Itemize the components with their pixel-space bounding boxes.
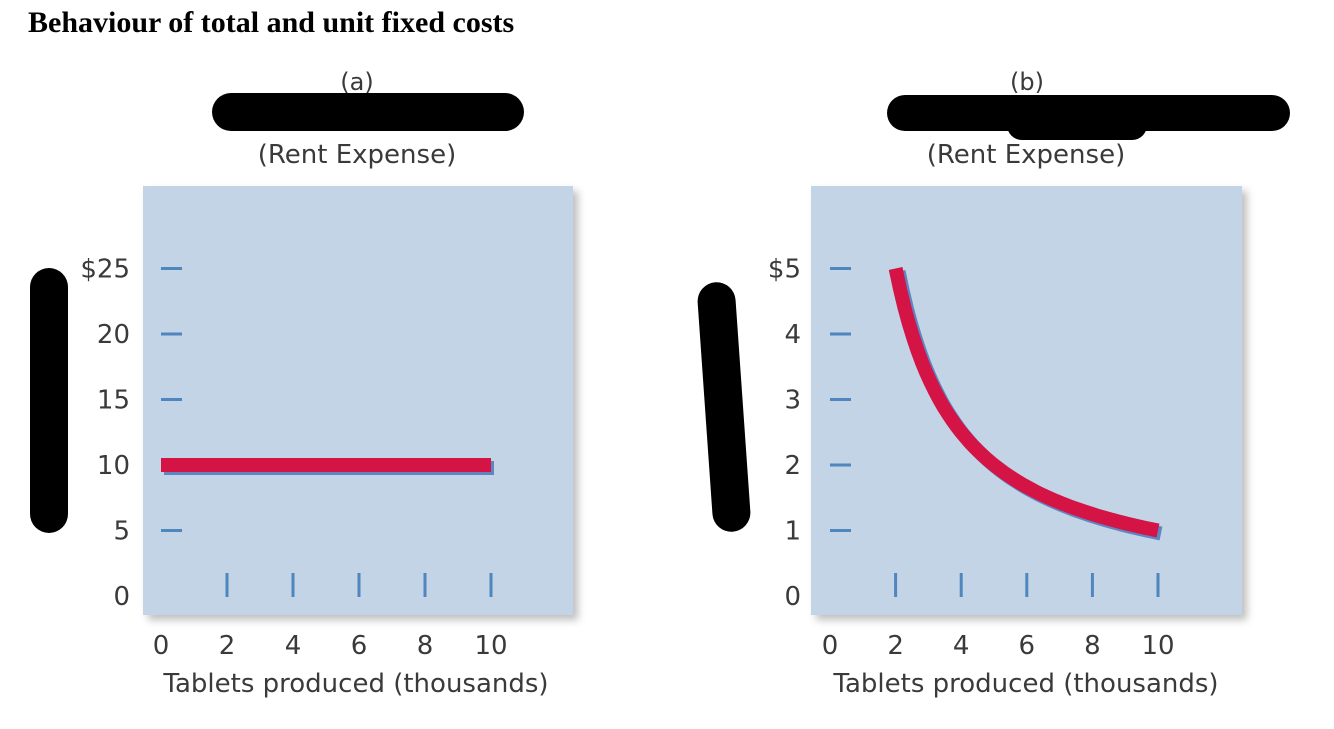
x-tick-label: 2 — [887, 631, 904, 661]
redaction-mark — [212, 93, 524, 131]
y-tick-label: $5 — [768, 255, 801, 285]
y-tick-label: 3 — [784, 386, 801, 416]
x-tick-label: 8 — [417, 631, 434, 661]
y-tick-label: 5 — [113, 517, 130, 547]
chart-subtitle: (Rent Expense) — [258, 140, 456, 170]
chart-subtitle: (Rent Expense) — [927, 140, 1125, 170]
x-tick-label: 4 — [953, 631, 970, 661]
page-title: Behaviour of total and unit fixed costs — [28, 6, 515, 39]
x-tick-label: 0 — [822, 631, 839, 661]
chart-a: (a) (Rent Expense) $25 20 15 10 5 0 0 2 4 6 8 10 T… — [30, 68, 573, 699]
y-tick-label: 2 — [784, 451, 801, 481]
y-tick-label: 0 — [784, 582, 801, 612]
x-axis-label: Tablets produced (thousands) — [162, 669, 548, 699]
panel-label: (a) — [340, 68, 373, 96]
x-axis-label: Tablets produced (thousands) — [832, 669, 1218, 699]
y-tick-label: 15 — [97, 386, 130, 416]
plot-area — [811, 186, 1242, 615]
x-tick-label: 6 — [351, 631, 368, 661]
x-tick-label: 10 — [474, 631, 507, 661]
y-tick-label: 10 — [97, 451, 130, 481]
series-line — [888, 267, 1160, 538]
y-tick-label: $25 — [80, 255, 130, 285]
x-tick-label: 4 — [285, 631, 302, 661]
x-tick-label: 2 — [219, 631, 236, 661]
x-tick-label: 8 — [1084, 631, 1101, 661]
y-tick-label: 0 — [113, 582, 130, 612]
x-tick-label: 0 — [153, 631, 170, 661]
y-tick-label: 1 — [784, 517, 801, 547]
x-tick-label: 10 — [1141, 631, 1174, 661]
plot-area — [143, 186, 573, 615]
y-tick-label: 20 — [97, 320, 130, 350]
redaction-mark — [697, 282, 751, 532]
panel-label: (b) — [1010, 68, 1044, 96]
y-tick-label: 4 — [784, 320, 801, 350]
x-tick-label: 6 — [1019, 631, 1036, 661]
redaction-mark — [1007, 110, 1147, 140]
redaction-mark — [30, 268, 68, 533]
